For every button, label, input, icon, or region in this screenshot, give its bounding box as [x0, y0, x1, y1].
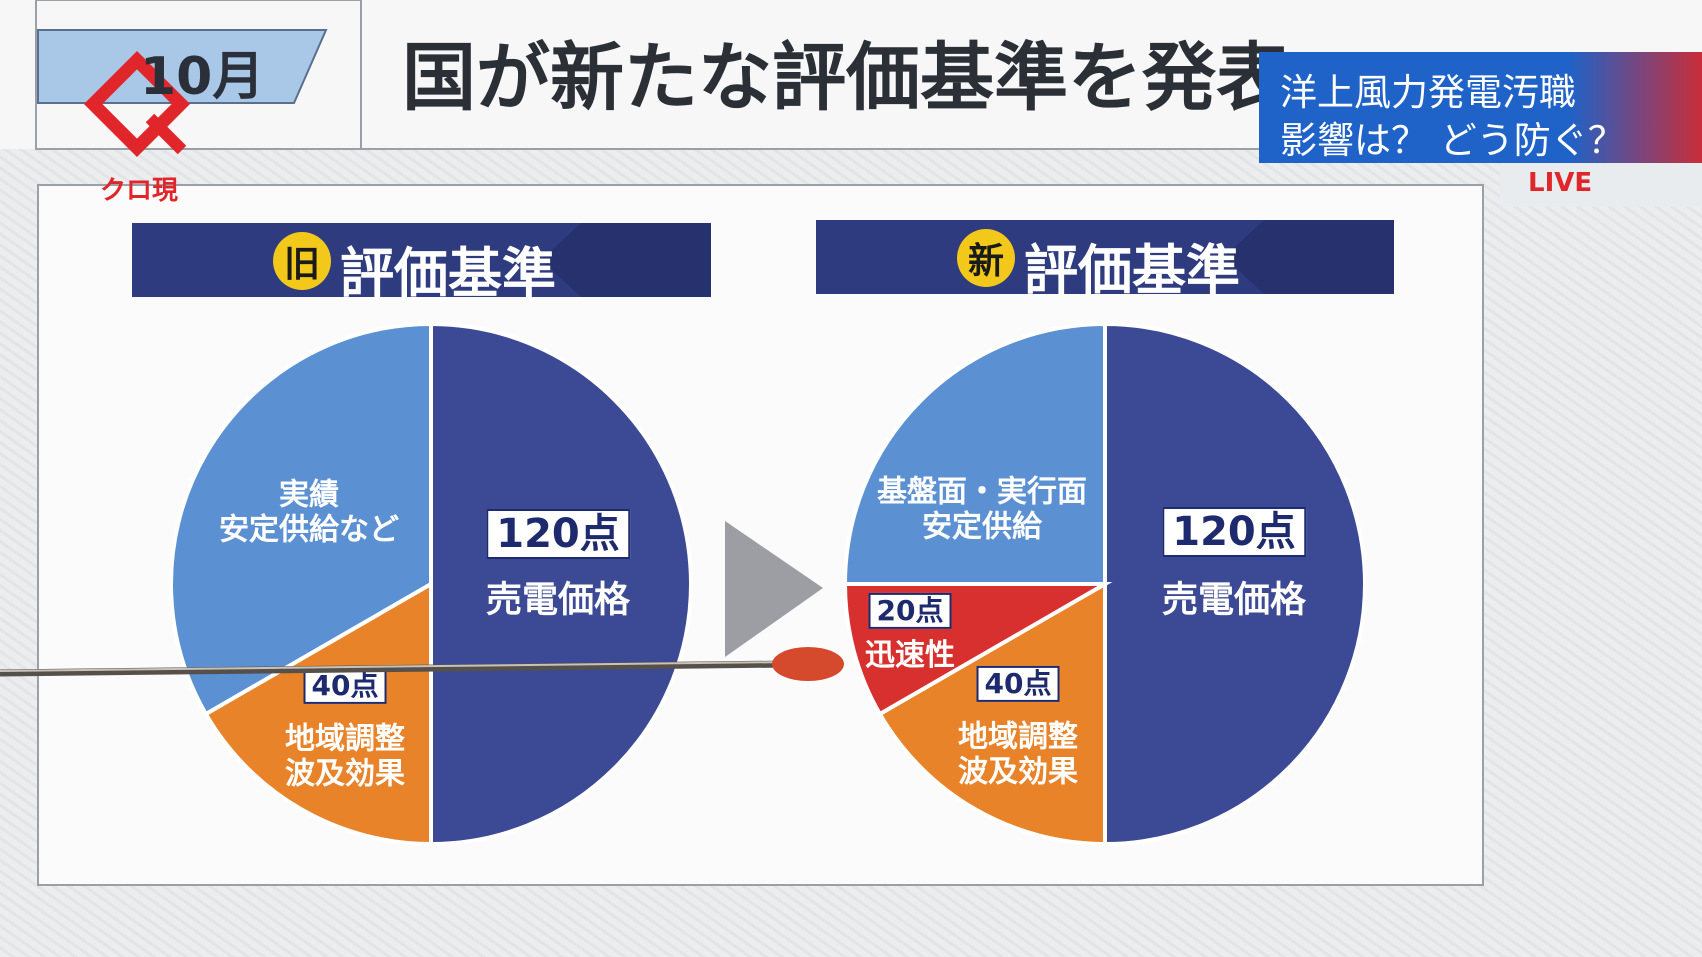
live-box: [1500, 163, 1702, 207]
page-title: 国が新たな評価基準を発表: [402, 35, 1290, 121]
logo-text: クロ現: [100, 176, 179, 206]
value-label: 40点: [303, 667, 387, 705]
slice-label: 基盤面・実行面 安定供給: [877, 474, 1087, 544]
slice-label: 迅速性: [865, 637, 955, 673]
badge-circle: [273, 232, 331, 290]
live-label: LIVE: [1528, 168, 1593, 198]
badge-circle: [957, 229, 1015, 287]
badge: 旧: [283, 244, 321, 285]
topic-line: 洋上風力発電汚職: [1280, 71, 1576, 114]
slice-label: 実績 安定供給など: [219, 477, 399, 547]
chart-title: 評価基準: [340, 242, 556, 305]
topic-line: 影響は？ どう防ぐ？: [1280, 119, 1625, 162]
arrow: [725, 521, 823, 657]
value-label: 120点: [486, 509, 630, 559]
pie-slice: [429, 321, 693, 847]
pie-slice: [877, 580, 1107, 847]
value-label: 120点: [1162, 507, 1306, 557]
pie-slice: [169, 321, 433, 717]
slice-label: 地域調整 波及効果: [285, 721, 405, 791]
pie-slice: [203, 580, 433, 847]
pie-slice: [842, 321, 1107, 586]
logo-mark: [83, 50, 191, 158]
slice-label: 地域調整 波及効果: [958, 719, 1078, 789]
slice-label: 売電価格: [485, 579, 631, 621]
banner-deco: [1224, 220, 1394, 294]
badge: 新: [967, 241, 1005, 282]
chart-title: 評価基準: [1024, 239, 1240, 302]
month: 10月: [140, 47, 265, 107]
banner-deco: [541, 223, 711, 297]
slice-label: 売電価格: [1161, 579, 1307, 621]
pie-slice: [1103, 321, 1367, 847]
value-label: 40点: [976, 665, 1060, 703]
value-label: 20点: [868, 592, 952, 630]
topic-panel: [1259, 52, 1702, 163]
